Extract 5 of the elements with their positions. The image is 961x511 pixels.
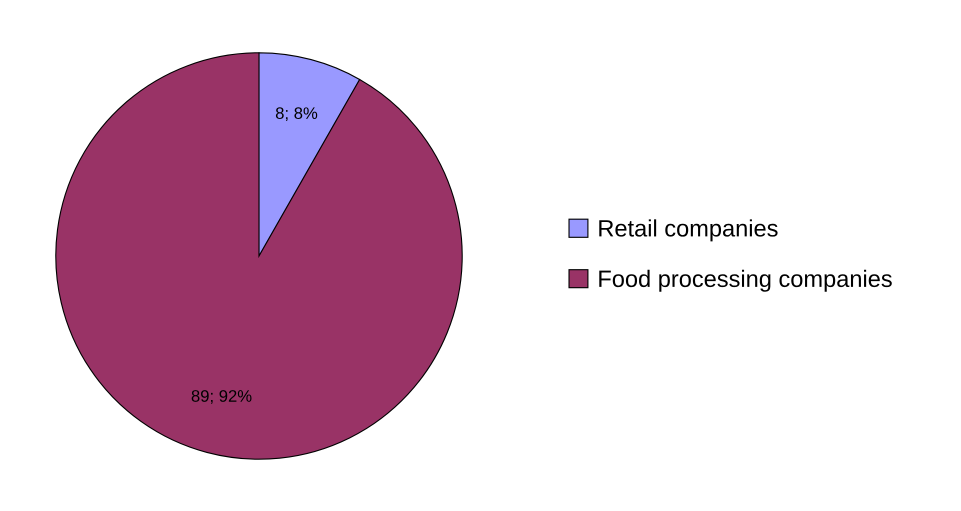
- data-label: 8; 8%: [276, 107, 318, 122]
- legend-label: Retail companies: [599, 219, 778, 242]
- pie-slice: [55, 52, 463, 460]
- legend-label: Food processing companies: [599, 270, 892, 292]
- data-label: 89; 92%: [192, 390, 252, 404]
